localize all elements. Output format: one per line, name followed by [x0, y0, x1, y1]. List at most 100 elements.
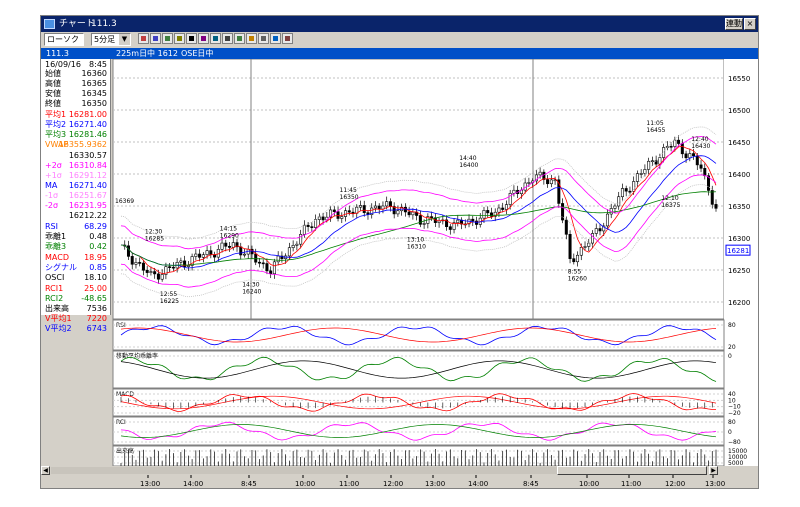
line-icon[interactable] — [162, 33, 173, 44]
toolbar: ローソク 5分足 ▼ — [41, 32, 758, 48]
rsi-tick-label: 20 — [728, 344, 736, 351]
scroll-track[interactable] — [51, 467, 557, 474]
ma-short-line — [120, 145, 717, 275]
annotation-time: 11:05 — [646, 120, 663, 127]
help-icon-glyph — [273, 36, 278, 41]
pen-icon[interactable] — [234, 33, 245, 44]
export-icon[interactable] — [282, 33, 293, 44]
help-icon[interactable] — [270, 33, 281, 44]
info-row: 始値 16360 — [45, 69, 109, 79]
info-row: V平均2 6743 — [45, 324, 109, 334]
chart-area[interactable]: 16550 16500 16450 16400 16350 16300 16250 16200… — [41, 59, 758, 466]
fill-icon[interactable] — [246, 33, 257, 44]
time-tick-label: 13:00 — [425, 480, 445, 488]
info-row: MA 16271.40 — [45, 181, 109, 191]
candle-body — [373, 205, 377, 209]
info-time: 8:45 — [89, 60, 107, 69]
candle-body — [699, 164, 703, 169]
candle-body — [647, 160, 651, 170]
deviation-tick-label: 0 — [728, 353, 732, 360]
bollinger-outer-upper-line — [120, 126, 717, 240]
print-icon[interactable] — [222, 33, 233, 44]
horizontal-scrollbar[interactable]: ◀ ▶ — [41, 466, 758, 475]
close-icon[interactable]: × — [744, 18, 756, 30]
candle-body — [430, 216, 434, 219]
candle-body — [224, 242, 228, 247]
candle-body — [358, 205, 362, 208]
layout-icon[interactable] — [174, 33, 185, 44]
crosshair-icon[interactable] — [186, 33, 197, 44]
candle-body — [291, 244, 295, 248]
time-tick-label: 11:00 — [339, 480, 359, 488]
candle-body — [280, 255, 284, 259]
print-icon-glyph — [225, 36, 230, 41]
info-label: MA — [45, 181, 58, 190]
info-row: 平均1 16281.00 — [45, 110, 109, 120]
candle-body — [141, 262, 145, 271]
info-contract: 225m日中 1612 — [116, 49, 178, 58]
candle-body — [347, 210, 351, 213]
chevron-down-icon[interactable]: ▼ — [119, 34, 130, 45]
interval-select[interactable]: 5分足 ▼ — [91, 33, 131, 46]
info-row: +2σ 16310.84 — [45, 161, 109, 171]
candle-body — [179, 260, 183, 263]
candle-body — [489, 212, 493, 217]
ma-mid-line — [120, 155, 717, 269]
candle-body — [475, 220, 479, 225]
info-row: -1σ 16251.67 — [45, 191, 109, 201]
rci-tick-label: −80 — [728, 439, 741, 446]
candle-body — [388, 201, 392, 207]
candle-body — [561, 203, 565, 221]
scroll-left-icon[interactable]: ◀ — [41, 466, 50, 475]
price-tick-label: 16200 — [728, 299, 750, 307]
info-row-date: 16/09/16 8:45 — [45, 60, 109, 70]
window-title-code: 111.3 — [91, 19, 117, 29]
candle-body — [643, 169, 647, 174]
candle-body — [456, 219, 460, 224]
candle-body — [624, 188, 628, 192]
bar-icon[interactable] — [150, 33, 161, 44]
candle-body — [564, 219, 568, 235]
title-bar[interactable]: チャート 111.3 連動 × — [41, 16, 758, 32]
candle-body — [448, 226, 452, 230]
info-label: 高値 — [45, 79, 61, 88]
info-value: 16271.40 — [68, 120, 107, 129]
info-value: 16330.57 — [68, 151, 107, 160]
candle-body — [220, 242, 224, 250]
chart-type-select[interactable]: ローソク — [44, 33, 84, 46]
link-button[interactable]: 連動 — [725, 18, 743, 30]
zoom-icon[interactable] — [210, 33, 221, 44]
info-row: -2σ 16231.95 — [45, 201, 109, 211]
candle-body — [703, 168, 707, 177]
info-label: シグナル — [45, 263, 77, 272]
settings-icon[interactable] — [258, 33, 269, 44]
bar-icon-glyph — [153, 36, 158, 41]
candle-body — [583, 246, 587, 248]
info-value: 16271.40 — [68, 181, 107, 190]
info-row: 16212.22 — [45, 211, 109, 221]
scroll-right-icon[interactable]: ▶ — [709, 466, 718, 475]
info-label: VWAP — [45, 140, 69, 149]
candle-body — [269, 270, 273, 275]
candle-icon[interactable] — [138, 33, 149, 44]
info-label: RSI — [45, 222, 58, 231]
info-value: 7220 — [86, 314, 107, 323]
annotation-price: 16400 — [459, 162, 478, 169]
scroll-thumb[interactable] — [557, 466, 707, 475]
ma-long-line — [120, 191, 717, 266]
candle-body — [546, 179, 550, 185]
candle-body — [276, 255, 280, 263]
annotation-price: 16350 — [340, 194, 359, 201]
annotation-time: 12:40 — [691, 136, 708, 143]
candle-body — [370, 207, 374, 215]
draw-icon[interactable] — [198, 33, 209, 44]
candle-body — [306, 224, 310, 227]
chart-type-value: ローソク — [47, 35, 79, 44]
annotation-price: 16369 — [115, 198, 134, 205]
candle-body — [695, 155, 699, 166]
candle-body — [201, 254, 205, 258]
candle-body — [130, 256, 134, 265]
candle-body — [605, 213, 609, 227]
info-row: 平均3 16281.46 — [45, 130, 109, 140]
time-tick-label: 13:00 — [140, 480, 160, 488]
